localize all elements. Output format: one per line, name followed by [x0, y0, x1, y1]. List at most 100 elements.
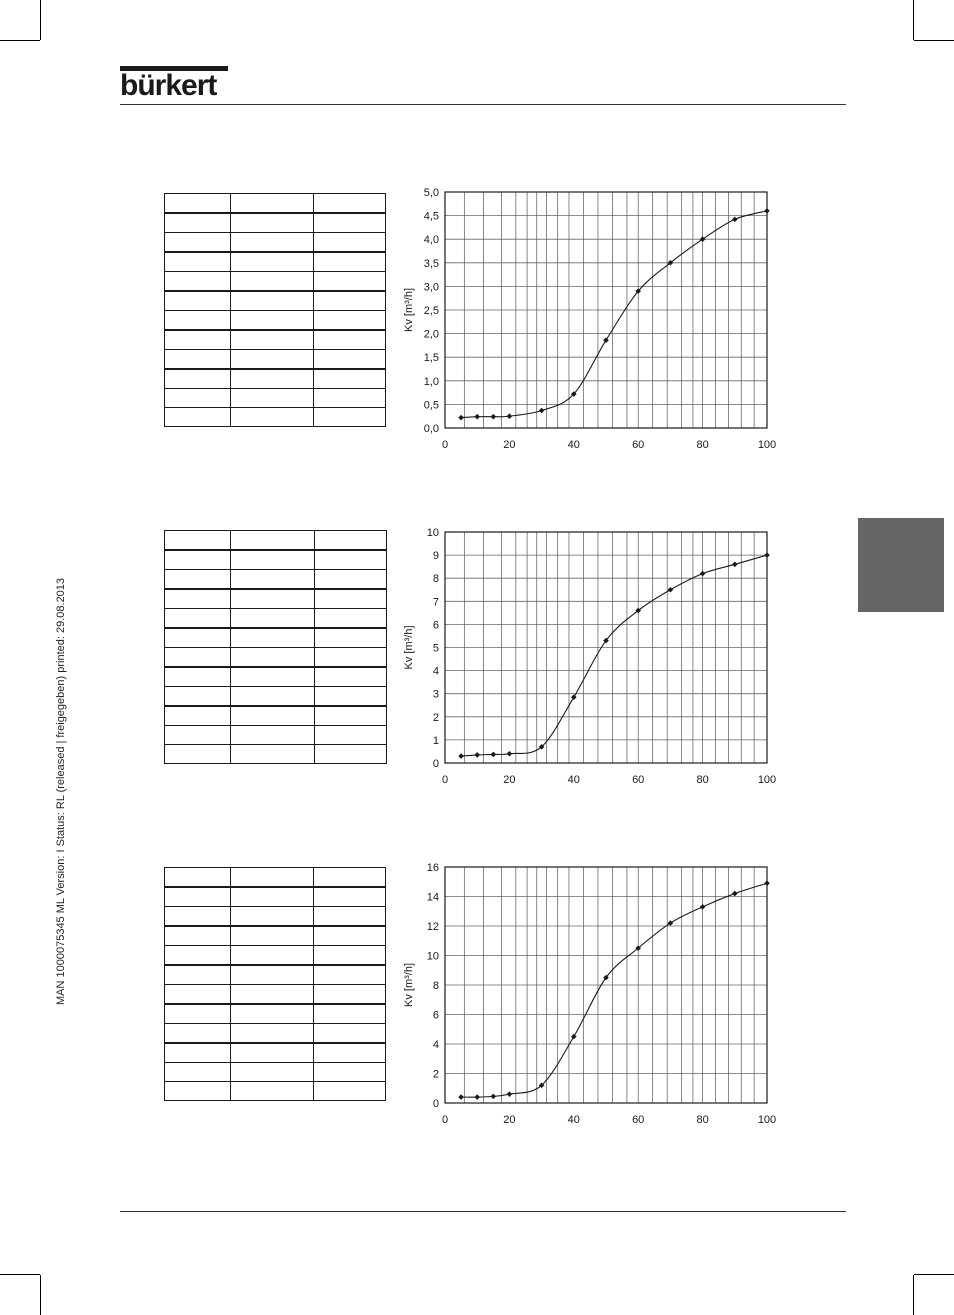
table-cell [229, 310, 315, 331]
table-cell [229, 945, 315, 966]
table-cell [313, 290, 386, 311]
data-point [764, 880, 770, 887]
table-cell [164, 271, 231, 292]
y-tick-label: 1,0 [424, 376, 439, 388]
x-tick-label: 60 [632, 774, 644, 786]
table-cell [164, 1042, 231, 1063]
table-cell [163, 627, 232, 648]
crop-mark-bottom-left [0, 1274, 40, 1275]
table-row [163, 549, 388, 570]
table-cell [164, 290, 231, 311]
table-cell [164, 906, 231, 927]
table-cell [164, 251, 231, 272]
x-tick-label: 0 [442, 774, 448, 786]
table-cell [313, 725, 388, 745]
table-row [164, 329, 386, 350]
y-tick-label: 8 [433, 573, 439, 585]
table-row [164, 310, 386, 331]
table-cell [230, 627, 315, 648]
table-cell [229, 1003, 315, 1024]
data-point [667, 920, 674, 926]
table-row [164, 945, 386, 966]
footer-rule [120, 1211, 846, 1212]
table-cell [313, 232, 386, 253]
logo-bar [120, 66, 228, 71]
data-point [571, 1033, 577, 1040]
table-row [164, 368, 386, 389]
y-tick-label: 2 [433, 1069, 439, 1081]
table-cell [313, 945, 386, 966]
table-row [164, 349, 386, 370]
table-cell [229, 964, 315, 985]
table-cell [230, 530, 315, 551]
data-point [635, 288, 641, 294]
data-point [732, 216, 738, 223]
x-tick-label: 100 [758, 774, 776, 786]
y-tick-label: 5,0 [424, 187, 439, 199]
x-tick-label: 40 [568, 1114, 580, 1126]
table-cell [163, 608, 232, 629]
table-cell [164, 945, 231, 966]
y-tick-label: 1,5 [424, 352, 439, 364]
table-row [163, 686, 388, 707]
table-row [164, 984, 386, 1005]
table-cell [313, 1003, 386, 1024]
data-point [458, 414, 464, 421]
x-tick-label: 100 [758, 1114, 776, 1126]
table-cell [313, 251, 386, 272]
data-point [635, 607, 641, 614]
kv-chart-1: 0,0 0,5 1,0 1,5 2,0 2,5 3,0 3,5 4,0 4,5 5,0 0 20 40 60… [403, 187, 776, 451]
table-cell [164, 867, 231, 888]
table-cell [229, 906, 315, 927]
document-status-note: MAN 1000075345 ML Version: I Status: RL … [55, 577, 67, 1005]
data-point [732, 890, 738, 897]
table-cell [313, 705, 388, 726]
table-cell [313, 1062, 386, 1082]
table-cell [313, 212, 386, 233]
table-row [164, 290, 386, 311]
table-cell [164, 388, 231, 408]
table-cell [164, 212, 231, 233]
plot-frame [444, 866, 768, 1104]
header-rule [120, 104, 846, 105]
table-cell [313, 388, 386, 408]
x-tick-label: 20 [503, 439, 515, 451]
data-point [490, 1093, 497, 1100]
y-axis-label: Kv [m³/h] [403, 963, 415, 1007]
table-cell [229, 193, 315, 214]
data-table-2 [163, 530, 388, 764]
table-cell [229, 349, 315, 370]
table-cell [313, 271, 386, 292]
table-cell [313, 407, 386, 427]
table-row [164, 1042, 386, 1063]
y-tick-label: 2 [433, 712, 439, 724]
data-point [538, 407, 545, 414]
table-cell [163, 725, 232, 745]
table-cell [313, 867, 386, 888]
y-tick-label: 3,0 [424, 281, 439, 293]
crop-mark-top-right [914, 40, 954, 41]
y-tick-label: 10 [427, 527, 439, 539]
table-cell [163, 666, 232, 687]
table-cell [164, 193, 231, 214]
table-cell [229, 867, 315, 888]
table-cell [163, 686, 232, 707]
data-point [490, 413, 497, 420]
table-cell [229, 329, 315, 350]
table-row [164, 925, 386, 946]
y-tick-label: 9 [433, 550, 439, 562]
data-point [732, 561, 738, 568]
data-point [699, 904, 706, 910]
table-cell [164, 329, 231, 350]
data-point [474, 1094, 480, 1100]
table-row [164, 1081, 386, 1101]
table-cell [229, 1023, 315, 1044]
y-tick-label: 0,5 [424, 399, 439, 411]
table-cell [230, 588, 315, 609]
table-cell [313, 906, 386, 927]
table-cell [313, 686, 388, 707]
y-axis-label: Kv [m³/h] [403, 288, 415, 332]
table-cell [313, 666, 388, 687]
data-point [699, 570, 706, 577]
plot-frame [444, 531, 768, 764]
